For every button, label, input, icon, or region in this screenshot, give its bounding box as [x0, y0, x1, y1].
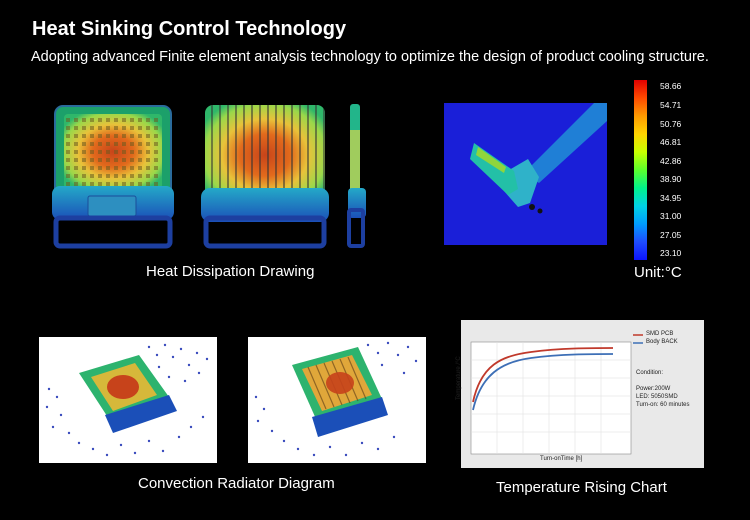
- side-view-render: [347, 104, 366, 248]
- heat-dissipation-drawing: [52, 104, 366, 249]
- convection-caption: Convection Radiator Diagram: [138, 475, 335, 492]
- front-view-render: [52, 105, 174, 249]
- series-line-body-back: [472, 353, 614, 411]
- heat-dissipation-caption: Heat Dissipation Drawing: [146, 263, 315, 280]
- legend-value: 38.90: [660, 174, 682, 184]
- convection-diagram-right: [248, 337, 426, 463]
- chart-condition-line: Power:200W: [636, 386, 671, 392]
- legend-value: 27.05: [660, 230, 682, 240]
- plot-area: [470, 341, 632, 455]
- legend-label-smd-pcb: SMD PCB: [646, 331, 674, 337]
- legend-value: 54.71: [660, 100, 682, 110]
- temperature-chart-caption: Temperature Rising Chart: [496, 479, 667, 496]
- series-line-smd-pcb: [472, 347, 614, 403]
- unit-caption: Unit:°C: [634, 264, 682, 281]
- legend-label-body-back: Body BACK: [646, 339, 678, 345]
- bracket-thermal-render: [444, 103, 607, 245]
- chart-condition-line: LED: 5050SMD: [636, 394, 678, 400]
- temperature-chart: [470, 334, 643, 455]
- chart-condition-line: Condition:: [636, 370, 664, 376]
- page-title: Heat Sinking Control Technology: [32, 18, 347, 40]
- legend-value: 31.00: [660, 211, 682, 221]
- legend-value: 42.86: [660, 156, 682, 166]
- legend-value: 34.95: [660, 193, 682, 203]
- chart-x-axis-label: Turn-onTime [h]: [540, 456, 583, 462]
- chart-condition-line: Turn-on: 60 minutes: [636, 402, 690, 408]
- legend-value: 58.66: [660, 81, 682, 91]
- legend-value: 46.81: [660, 137, 682, 147]
- chart-y-axis-label: Temperature /°C: [456, 356, 462, 400]
- temperature-color-scale: [634, 80, 647, 260]
- legend-value: 50.76: [660, 119, 682, 129]
- back-view-render: [201, 105, 329, 249]
- legend-value: 23.10: [660, 248, 682, 258]
- page-subtitle: Adopting advanced Finite element analysi…: [31, 49, 709, 65]
- convection-diagram-left: [39, 337, 217, 463]
